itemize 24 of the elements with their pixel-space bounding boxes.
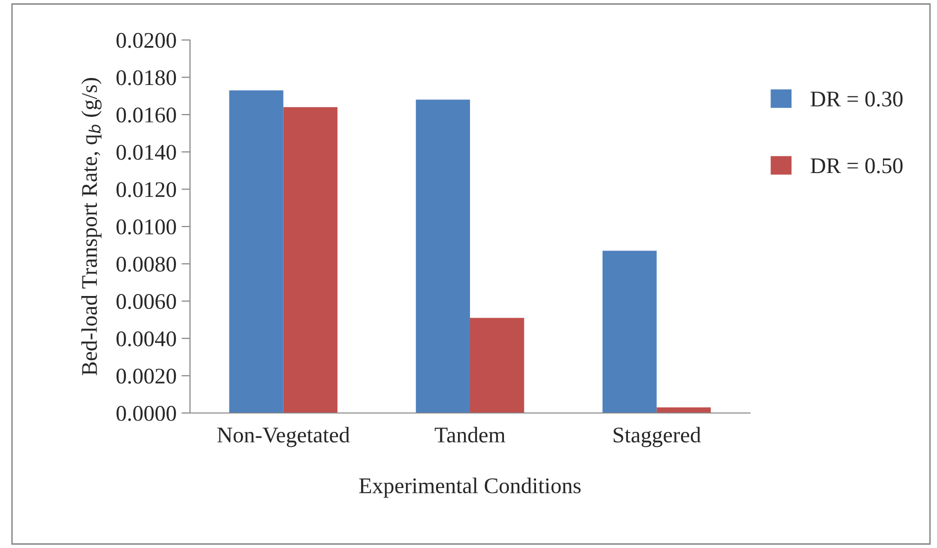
bar [283,107,338,413]
legend-label: DR = 0.30 [810,92,903,107]
y-tick-label: 0.0140 [116,144,176,160]
legend-label: DR = 0.50 [810,158,903,174]
x-tick-label: Non-Vegetated [217,426,350,448]
y-tick-label: 0.0040 [116,331,176,346]
y-tick-label: 0.0100 [116,219,176,235]
y-tick-label: 0.0080 [116,256,176,272]
x-tick-label: Tandem [434,426,506,443]
y-tick-label: 0.0180 [116,70,176,86]
bar [470,318,524,413]
y-tick-label: 0.0020 [116,368,176,384]
y-tick-label: 0.0160 [116,108,176,123]
x-tick-label: Staggered [614,426,701,448]
y-tick-label: 0.0200 [116,32,176,48]
bar [656,407,711,413]
bar [416,100,470,413]
y-tick-label: 0.0060 [116,294,176,310]
bar [602,250,657,413]
y-axis-title: Bed-load Transport Rate, q$_{b}$ (g/s) [81,78,102,376]
y-tick-label: 0.0000 [116,406,176,422]
bar [229,90,284,413]
y-tick-label: 0.0120 [116,182,176,198]
x-axis-title: Experimental Conditions [359,478,581,498]
